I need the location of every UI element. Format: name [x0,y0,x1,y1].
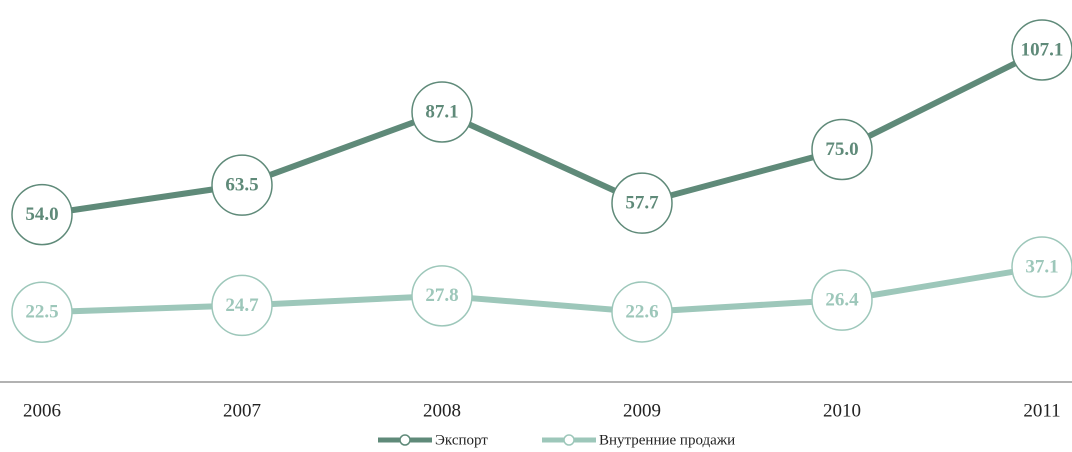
data-label: 37.1 [1025,256,1058,277]
data-point [1011,19,1072,81]
data-point [11,281,73,343]
x-tick-label: 2009 [623,400,661,421]
data-label: 87.1 [425,101,458,122]
data-label: 22.6 [625,301,658,322]
legend-label: Экспорт [435,432,488,448]
data-label: 57.7 [625,192,659,213]
data-point [211,274,273,337]
x-tick-label: 2008 [423,400,461,421]
data-label: 107.1 [1021,39,1064,60]
data-point [611,172,673,234]
data-point [811,118,873,181]
data-label: 26.4 [825,290,859,311]
data-point [11,183,73,246]
legend-marker [563,434,575,446]
series-line [41,47,1044,218]
x-tick-label: 2006 [23,400,61,421]
data-point [1011,236,1072,298]
x-tick-label: 2007 [223,400,261,421]
data-point [411,81,473,143]
data-label: 27.8 [425,285,458,306]
x-tick-label: 2010 [823,400,861,421]
data-label: 24.7 [225,295,259,316]
data-label: 75.0 [825,139,858,160]
x-tick-label: 2011 [1023,400,1060,421]
data-point [211,154,273,216]
data-point [811,269,873,331]
data-label: 54.0 [25,204,58,225]
legend-marker [399,434,411,446]
data-label: 63.5 [225,175,258,196]
data-label: 22.5 [25,302,58,323]
data-point [611,281,673,343]
series-line [41,264,1043,316]
legend-label: Внутренние продажи [599,432,735,448]
data-point [411,265,473,327]
